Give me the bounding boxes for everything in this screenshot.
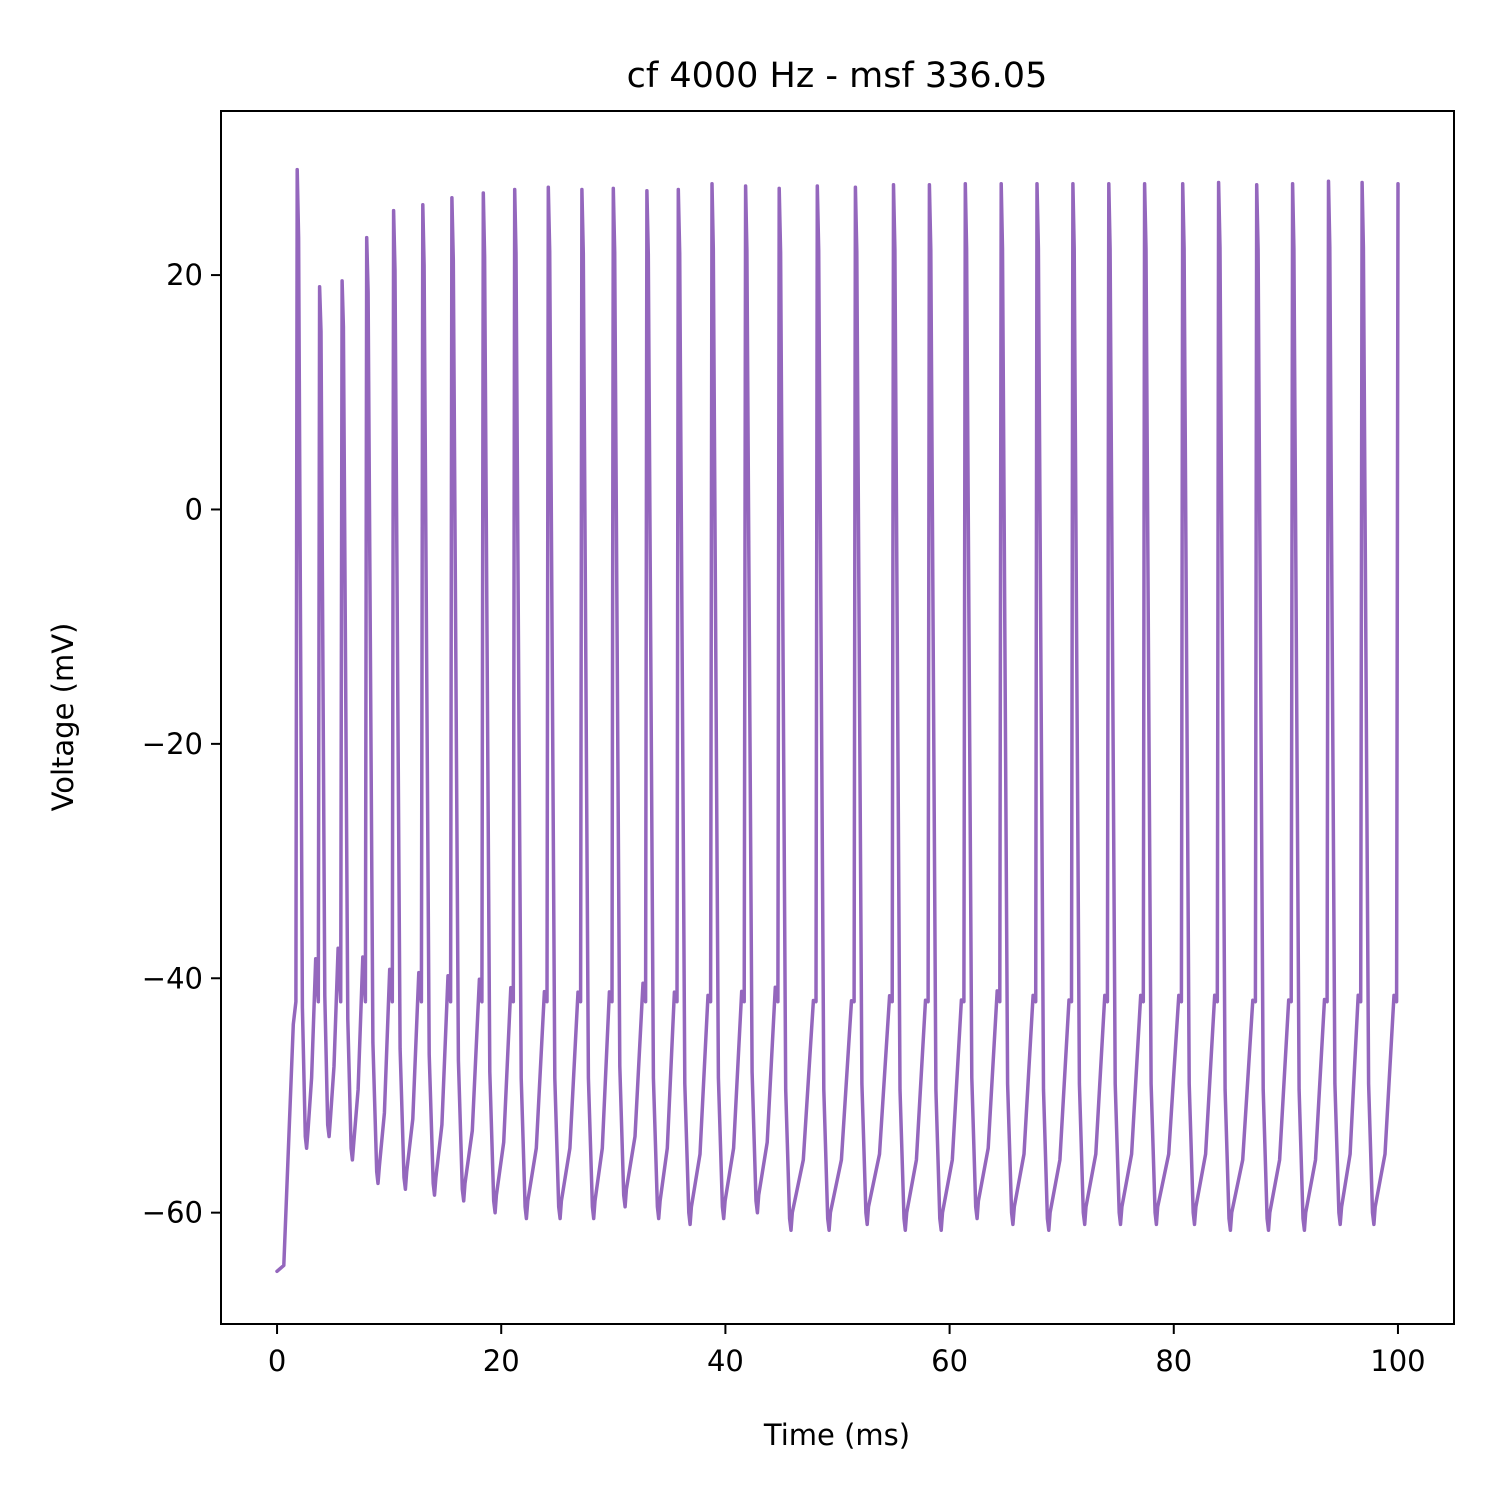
y-axis-label: Voltage (mV) [46, 623, 80, 812]
x-tick-label: 60 [931, 1344, 968, 1378]
x-tick-label: 40 [707, 1344, 744, 1378]
x-tick-label: 0 [268, 1344, 286, 1378]
y-tick-label: 20 [166, 258, 203, 292]
axes-frame [220, 110, 1455, 1325]
x-axis: 0 20 40 60 80 100 [268, 1324, 1426, 1378]
chart-title: cf 4000 Hz - msf 336.05 [627, 56, 1048, 96]
y-axis: −60 −40 −20 0 20 [142, 258, 221, 1230]
y-tick-label: −60 [142, 1196, 203, 1230]
x-tick-label: 80 [1155, 1344, 1192, 1378]
series-layer [275, 167, 1400, 1274]
voltage-series-line [275, 167, 1400, 1274]
plot-area [220, 110, 1455, 1325]
y-tick-label: −40 [142, 961, 203, 995]
x-tick-label: 20 [483, 1344, 520, 1378]
y-tick-label: −20 [142, 727, 203, 761]
x-tick-label: 100 [1370, 1344, 1425, 1378]
y-tick-label: 0 [185, 492, 203, 526]
x-axis-label: Time (ms) [763, 1418, 910, 1452]
